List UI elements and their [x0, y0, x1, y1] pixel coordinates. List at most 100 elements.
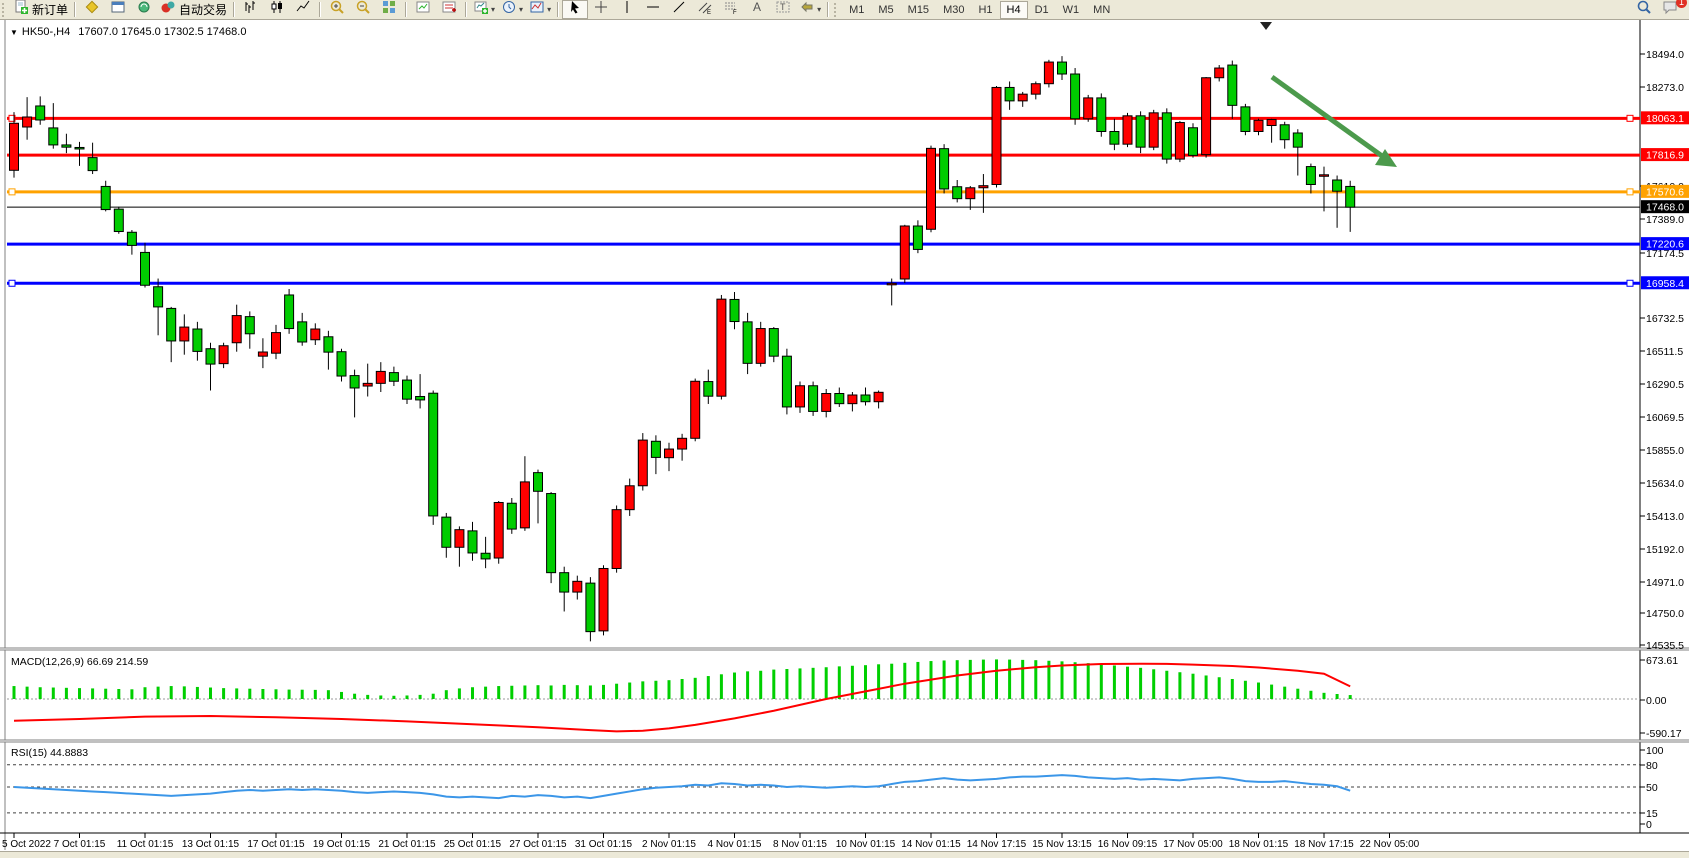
candle: [978, 185, 989, 189]
channel-button[interactable]: E: [692, 0, 718, 19]
candle: [48, 127, 59, 146]
zoom-in-button[interactable]: [324, 0, 350, 19]
level-handle[interactable]: [1626, 114, 1634, 122]
price-level-badge: [1641, 276, 1689, 290]
tile-windows-button[interactable]: [376, 0, 402, 19]
time-tick-label: 13 Oct 01:15: [182, 839, 240, 850]
timeframe-h1-button[interactable]: H1: [978, 3, 993, 16]
line-chart-button[interactable]: [290, 0, 316, 19]
candle: [755, 328, 766, 364]
candle: [650, 440, 661, 458]
candle: [1174, 122, 1185, 160]
timeframe-h4-button[interactable]: H4: [999, 0, 1028, 19]
search-button[interactable]: [1631, 0, 1657, 19]
shapes-button[interactable]: ▾: [796, 0, 824, 19]
text-icon: A: [749, 0, 765, 20]
crosshair-button[interactable]: [588, 0, 614, 19]
timeframe-m1-button[interactable]: M1: [849, 3, 865, 16]
candle: [1201, 77, 1212, 156]
timeframe-d1-button[interactable]: D1: [1034, 3, 1049, 16]
level-handle[interactable]: [1626, 188, 1634, 196]
rsi-axis-label: 100: [1646, 745, 1664, 757]
level-handle[interactable]: [1626, 279, 1634, 287]
toolbar-separator: [405, 2, 408, 17]
timeframe-w1-button[interactable]: W1: [1062, 3, 1080, 16]
vertical-line-button[interactable]: [614, 0, 640, 19]
price-tick-label: 14750.0: [1646, 608, 1684, 620]
price-tick-label: 16511.5: [1646, 346, 1683, 358]
time-tick-label: 11 Oct 01:15: [117, 839, 174, 850]
candle: [808, 385, 819, 412]
candle: [153, 286, 164, 308]
svg-text:F: F: [733, 10, 737, 15]
candle: [362, 382, 373, 387]
candle: [1083, 97, 1094, 120]
candle: [74, 146, 85, 150]
trend-arrow-annotation[interactable]: [1270, 74, 1391, 164]
candle: [637, 439, 648, 487]
candlestick-chart-button[interactable]: [264, 0, 290, 19]
candle: [388, 372, 399, 382]
timeframe-m5-button[interactable]: M5: [878, 3, 894, 16]
price-tick-label: 15192.0: [1646, 544, 1684, 556]
label-icon: T: [775, 0, 791, 20]
price-tick-label: 15855.0: [1646, 445, 1684, 457]
candle: [598, 567, 609, 632]
periods-icon: [501, 0, 517, 20]
candle: [428, 392, 439, 517]
chart-shift-marker-icon[interactable]: [1260, 22, 1272, 30]
navigator-button[interactable]: [131, 0, 157, 19]
trend-arrow-head[interactable]: [1375, 149, 1397, 167]
chat-button[interactable]: 1: [1657, 0, 1687, 19]
candle: [310, 328, 321, 341]
price-tick-label: 14535.5: [1646, 640, 1684, 652]
chart-canvas[interactable]: 18494.018273.017610.017389.017174.516732…: [0, 20, 1689, 857]
new-order-button[interactable]: 新订单: [10, 0, 71, 19]
toolbar-separator: [319, 2, 322, 17]
timeframe-mn-button[interactable]: MN: [1093, 3, 1111, 16]
candles-layer[interactable]: [9, 56, 1356, 642]
chevron-down-icon: ▾: [519, 5, 524, 14]
candle: [1017, 93, 1028, 102]
level-handle[interactable]: [8, 114, 16, 122]
indicator-window-button[interactable]: [410, 0, 436, 19]
candle: [860, 394, 871, 403]
price-tick-label: 15413.0: [1646, 511, 1684, 523]
text-button[interactable]: A: [744, 0, 770, 19]
trendline-button[interactable]: [666, 0, 692, 19]
candle: [1214, 67, 1225, 79]
price-level-badge-label: 16958.4: [1646, 278, 1684, 290]
horizontal-line-button[interactable]: [640, 0, 666, 19]
candle: [1345, 185, 1356, 208]
zoom-out-button[interactable]: [350, 0, 376, 19]
level-handle[interactable]: [8, 188, 16, 196]
price-tick-label: 18273.0: [1646, 82, 1684, 94]
candle: [1266, 119, 1277, 127]
chevron-down-icon: ▾: [817, 5, 822, 14]
market-watch-icon: [84, 0, 100, 20]
indicator-window-add-button[interactable]: [436, 0, 462, 19]
candle: [1057, 61, 1067, 75]
timeframe-m15-button[interactable]: M15: [907, 3, 930, 16]
toolbar-grip[interactable]: [834, 2, 839, 17]
cursor-button[interactable]: [562, 0, 589, 19]
bar-chart-button[interactable]: [238, 0, 264, 19]
label-button[interactable]: T: [770, 0, 796, 19]
chevron-down-icon[interactable]: ▼: [10, 28, 18, 37]
templates-button[interactable]: ▾: [526, 0, 554, 19]
macd-signal-line: [13, 662, 1351, 733]
candle: [140, 251, 150, 286]
data-window-button[interactable]: [105, 0, 131, 19]
market-watch-button[interactable]: [79, 0, 105, 19]
toolbar-grip[interactable]: [2, 2, 7, 17]
periods-button[interactable]: ▾: [498, 0, 526, 19]
candle: [886, 282, 897, 286]
candle: [1332, 179, 1343, 192]
fibonacci-button[interactable]: F: [718, 0, 744, 19]
candle: [873, 391, 884, 403]
timeframe-m30-button[interactable]: M30: [943, 3, 965, 16]
chart-window[interactable]: 18494.018273.017610.017389.017174.516732…: [0, 20, 1689, 858]
level-handle[interactable]: [8, 279, 16, 287]
autotrading-button[interactable]: 自动交易: [157, 0, 230, 19]
add-indicator-button[interactable]: ▾: [470, 0, 498, 19]
